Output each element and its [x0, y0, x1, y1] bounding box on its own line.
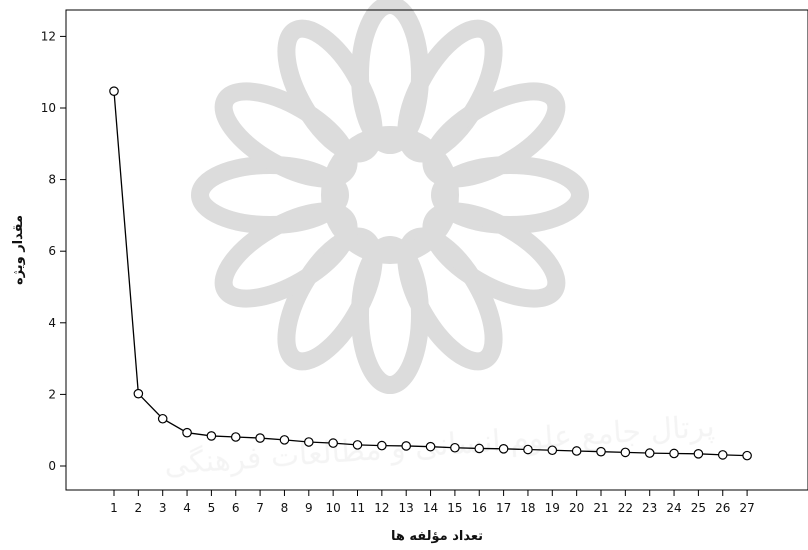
watermark: پرتال جامع علوم انسانی و مطالعات فرهنگی	[163, 0, 716, 482]
y-tick-label: 12	[41, 29, 56, 43]
data-point	[450, 442, 460, 453]
rosette-petal	[351, 0, 429, 154]
data-point	[571, 446, 582, 456]
x-tick-label: 18	[520, 501, 535, 515]
data-point	[474, 443, 485, 454]
x-tick-label: 22	[618, 501, 633, 515]
y-axis: 0 2 4 6 8 10 12	[41, 29, 66, 473]
data-point	[620, 447, 631, 458]
x-tick-label: 8	[281, 501, 289, 515]
x-tick-label: 27	[739, 501, 754, 515]
data-point	[425, 441, 436, 452]
x-tick-label: 4	[183, 501, 191, 515]
data-point	[206, 431, 217, 441]
x-tick-label: 16	[472, 501, 487, 515]
x-tick-label: 23	[642, 501, 657, 515]
x-tick-label: 26	[715, 501, 730, 515]
data-point	[693, 449, 704, 459]
x-tick-label: 6	[232, 501, 240, 515]
data-point	[328, 438, 338, 448]
x-tick-label: 14	[423, 501, 438, 515]
watermark-rosette-icon	[191, 0, 589, 394]
data-point	[596, 446, 606, 457]
x-axis-title: تعداد مؤلفه ها	[391, 529, 483, 544]
data-point	[717, 450, 728, 460]
watermark-text: پرتال جامع علوم انسانی و مطالعات فرهنگی	[163, 409, 716, 482]
data-point	[279, 435, 290, 445]
rosette-petal	[214, 82, 358, 188]
rosette-petal	[277, 227, 383, 371]
data-point	[742, 450, 752, 461]
y-tick-label: 0	[48, 459, 56, 473]
rosette-petal	[397, 227, 503, 371]
y-tick-label: 10	[41, 101, 56, 115]
rosette-petal	[397, 19, 503, 163]
x-tick-label: 21	[593, 501, 608, 515]
data-point	[669, 448, 679, 459]
data-point	[109, 86, 119, 96]
y-tick-label: 4	[48, 316, 56, 330]
data-point	[523, 444, 533, 455]
rosette-petal	[277, 19, 383, 163]
x-tick-label: 3	[159, 501, 167, 515]
x-tick-label: 19	[545, 501, 560, 515]
x-tick-label: 15	[447, 501, 462, 515]
rosette-petal	[431, 156, 589, 234]
rosette-petal	[191, 156, 349, 234]
rosette-petal	[422, 82, 566, 188]
x-tick-label: 11	[350, 501, 365, 515]
data-point	[377, 440, 387, 451]
x-tick-label: 7	[256, 501, 264, 515]
x-tick-label: 25	[691, 501, 706, 515]
rosette-center	[321, 126, 459, 264]
x-axis: 1 2 3 4 5 6 7 8 9 10 11 12 13 14 15 16 17 18 19 20 21 22 23 24 2…	[110, 490, 755, 515]
rosette-petal	[422, 202, 566, 308]
x-tick-label: 20	[569, 501, 584, 515]
data-point	[401, 441, 411, 451]
y-tick-label: 2	[48, 387, 56, 401]
data-point	[133, 388, 144, 399]
data-point	[230, 432, 241, 442]
x-tick-label: 12	[374, 501, 389, 515]
data-point	[498, 444, 509, 454]
data-point	[644, 448, 655, 458]
x-tick-label: 5	[208, 501, 216, 515]
x-tick-label: 13	[399, 501, 414, 515]
y-axis-title: مقدار ویژه	[11, 215, 26, 285]
x-tick-label: 9	[305, 501, 313, 515]
data-point	[352, 440, 363, 450]
data-point	[255, 433, 265, 443]
x-tick-label: 1	[110, 501, 118, 515]
data-point	[547, 445, 558, 456]
plot-frame	[65, 9, 808, 491]
y-tick-label: 8	[48, 173, 56, 187]
data-point	[157, 413, 168, 424]
x-tick-label: 17	[496, 501, 511, 515]
data-point	[182, 427, 192, 438]
rosette-petal	[214, 202, 358, 308]
y-tick-label: 6	[48, 244, 56, 258]
x-tick-label: 10	[326, 501, 341, 515]
x-tick-label: 2	[135, 501, 143, 515]
series-layer	[109, 86, 752, 461]
data-point	[303, 437, 314, 447]
rosette-petal	[351, 236, 429, 394]
x-tick-label: 24	[666, 501, 681, 515]
